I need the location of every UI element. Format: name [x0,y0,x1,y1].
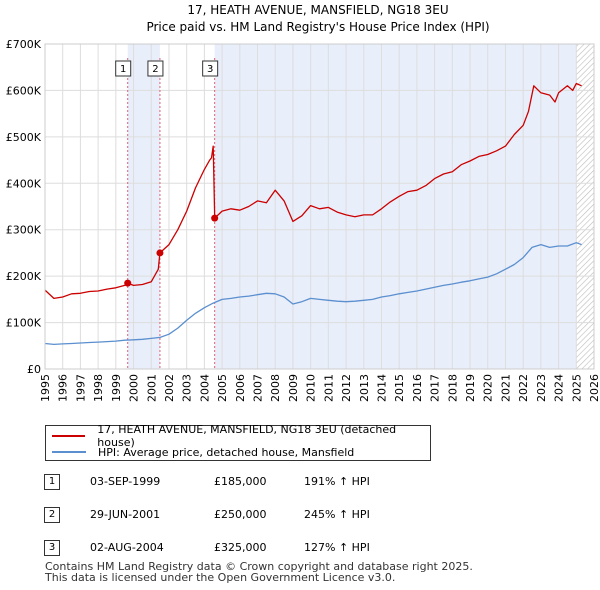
sale-point [211,214,219,222]
x-tick-label: 1998 [92,374,105,402]
table-row: 3 02-AUG-2004 £325,000 127% ↑ HPI [44,540,564,558]
x-tick-label: 2022 [517,374,530,402]
x-tick-label: 2001 [145,374,158,402]
hatched-projection-range [576,44,594,369]
x-tick-label: 2007 [252,374,265,402]
series-line-hpi [44,242,582,346]
shaded-ownership-range [127,44,160,369]
y-tick-label: £200K [6,270,42,283]
price-chart: 17, HEATH AVENUE, MANSFIELD, NG18 3EU Pr… [6,3,600,402]
legend-line-icon [52,451,86,453]
y-tick-label: £100K [6,317,42,330]
sale-point [124,279,132,287]
y-tick-label: £500K [6,131,42,144]
sale-label-box [147,60,164,77]
chart-title: 17, HEATH AVENUE, MANSFIELD, NG18 3EU [187,3,448,17]
sale-date: 02-AUG-2004 [90,541,164,554]
legend-line-icon [52,435,86,437]
sale-point [156,249,164,257]
attribution-footer: Contains HM Land Registry data © Crown c… [45,561,473,583]
sale-label-text: 1 [120,64,126,75]
series-line-property [44,82,582,300]
x-tick-label: 2018 [446,374,459,402]
x-tick-label: 2019 [464,374,477,402]
x-tick-label: 2020 [482,374,495,402]
sale-price: £250,000 [214,508,267,521]
footer-line: Contains HM Land Registry data © Crown c… [45,560,473,573]
x-tick-label: 2009 [287,374,300,402]
x-tick-label: 2003 [181,374,194,402]
chart-subtitle: Price paid vs. HM Land Registry's House … [146,20,489,34]
x-tick-label: 2006 [234,374,247,402]
sale-date: 03-SEP-1999 [90,475,161,488]
sale-number-badge: 1 [44,474,60,490]
x-tick-label: 1997 [74,374,87,402]
y-tick-label: £0 [27,363,41,376]
x-tick-label: 2017 [429,374,442,402]
x-tick-label: 2016 [411,374,424,402]
x-tick-label: 2024 [553,374,566,402]
legend-item-hpi: HPI: Average price, detached house, Mans… [52,444,354,460]
x-tick-label: 1999 [110,374,123,402]
x-tick-label: 1995 [39,374,52,402]
x-tick-label: 2026 [588,374,600,402]
sale-date: 29-JUN-2001 [90,508,161,521]
x-tick-label: 2023 [535,374,548,402]
table-row: 2 29-JUN-2001 £250,000 245% ↑ HPI [44,507,564,525]
sale-hpi-change: 127% ↑ HPI [304,541,370,554]
legend-label: 17, HEATH AVENUE, MANSFIELD, NG18 3EU (d… [97,423,397,449]
table-row: 1 03-SEP-1999 £185,000 191% ↑ HPI [44,474,564,492]
x-tick-label: 2012 [340,374,353,402]
x-tick-label: 2021 [499,374,512,402]
sale-hpi-change: 245% ↑ HPI [304,508,370,521]
x-tick-label: 2000 [128,374,141,402]
sale-hpi-change: 191% ↑ HPI [304,475,370,488]
x-tick-label: 1996 [57,374,70,402]
y-tick-label: £300K [6,224,42,237]
y-tick-label: £700K [6,38,42,51]
x-tick-label: 2011 [322,374,335,402]
x-tick-label: 2005 [216,374,229,402]
sale-price: £325,000 [214,541,267,554]
x-tick-label: 2002 [163,374,176,402]
shaded-ownership-range [214,44,577,369]
sale-label-box [202,60,219,77]
sale-number-badge: 3 [44,540,60,556]
sale-label-text: 3 [207,64,213,75]
legend-item-property: 17, HEATH AVENUE, MANSFIELD, NG18 3EU (d… [52,423,430,449]
sale-label-text: 2 [152,64,158,75]
legend-label: HPI: Average price, detached house, Mans… [98,445,355,459]
plot-frame [44,43,595,370]
sale-number-badge: 2 [44,507,60,523]
footer-line: This data is licensed under the Open Gov… [45,571,396,584]
sale-label-box [115,60,132,77]
x-tick-label: 2010 [305,374,318,402]
sale-price: £185,000 [214,475,267,488]
x-tick-label: 2004 [198,374,211,402]
y-tick-label: £400K [6,177,42,190]
x-tick-label: 2008 [269,374,282,402]
x-tick-label: 2014 [375,374,388,402]
x-tick-label: 2013 [358,374,371,402]
x-tick-label: 2015 [393,374,406,402]
chart-legend: 17, HEATH AVENUE, MANSFIELD, NG18 3EU (d… [45,423,431,461]
y-tick-label: £600K [6,84,42,97]
x-tick-label: 2025 [570,374,583,402]
